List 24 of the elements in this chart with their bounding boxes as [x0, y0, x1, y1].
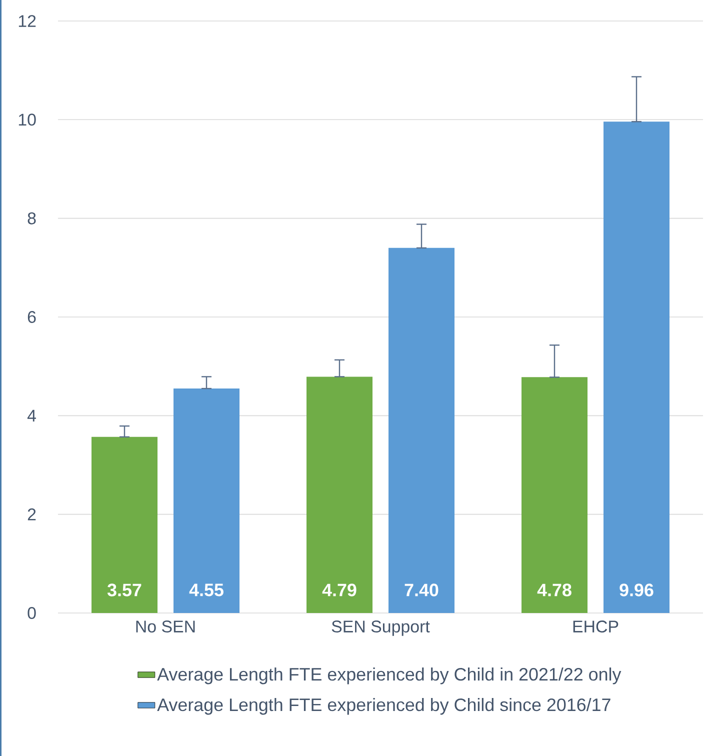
x-tick-label: EHCP [573, 620, 618, 633]
data-label: 3.57 [107, 584, 142, 596]
x-tick-label: SEN Support [332, 620, 430, 636]
data-label: 4.55 [189, 584, 224, 596]
y-tick-label: 6 [28, 311, 36, 323]
y-tick-label: 12 [18, 15, 36, 27]
data-label: 7.40 [404, 584, 438, 596]
data-label: 9.96 [620, 584, 654, 596]
bar [522, 377, 588, 613]
y-tick-label: 0 [28, 607, 36, 619]
legend-label: Average Length FTE experienced by Child since 2016/17 [157, 698, 610, 715]
bar [604, 122, 670, 613]
data-label: 4.79 [322, 584, 356, 596]
y-tick-label: 4 [27, 410, 36, 422]
legend-label: Average Length FTE experienced by Child in 2021/22 only [157, 668, 622, 684]
x-tick-label: No SEN [136, 620, 195, 633]
bar [388, 248, 455, 613]
bar [306, 376, 373, 613]
y-tick-label: 8 [28, 212, 36, 224]
bar [174, 388, 240, 613]
y-tick-label: 2 [28, 508, 36, 520]
bar [92, 436, 158, 613]
data-label: 4.78 [537, 584, 572, 596]
y-tick-label: 10 [18, 114, 36, 126]
